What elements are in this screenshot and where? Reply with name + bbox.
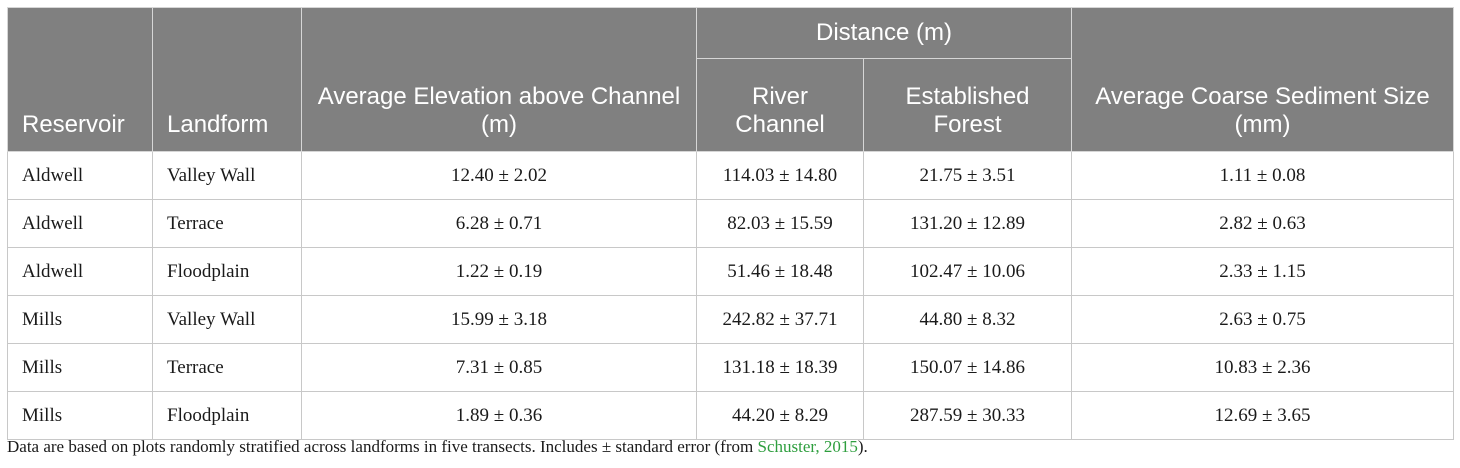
cell-reservoir: Mills [7,391,153,440]
cell-landform: Valley Wall [152,295,302,344]
cell-reservoir: Aldwell [7,151,153,200]
table-row: Aldwell Terrace 6.28 ± 0.71 82.03 ± 15.5… [7,199,1454,248]
cell-landform: Terrace [152,199,302,248]
cell-reservoir: Aldwell [7,199,153,248]
data-table: Reservoir Landform Average Elevation abo… [7,7,1454,440]
cell-elevation: 6.28 ± 0.71 [301,199,697,248]
cell-sediment: 10.83 ± 2.36 [1071,343,1454,392]
cell-landform: Terrace [152,343,302,392]
footnote-text-end: ). [857,437,868,456]
cell-sediment: 1.11 ± 0.08 [1071,151,1454,200]
citation-link[interactable]: Schuster, 2015 [757,437,858,456]
cell-reservoir: Mills [7,295,153,344]
header-landform: Landform [152,7,302,152]
cell-landform: Floodplain [152,391,302,440]
cell-river-channel: 82.03 ± 15.59 [696,199,864,248]
cell-established-forest: 131.20 ± 12.89 [863,199,1072,248]
footnote-text: Data are based on plots randomly stratif… [7,437,758,456]
header-river-channel: River Channel [696,58,864,152]
cell-elevation: 12.40 ± 2.02 [301,151,697,200]
table-row: Mills Floodplain 1.89 ± 0.36 44.20 ± 8.2… [7,391,1454,440]
cell-elevation: 1.22 ± 0.19 [301,247,697,296]
header-distance-group: Distance (m) [696,7,1072,59]
cell-sediment: 2.63 ± 0.75 [1071,295,1454,344]
cell-established-forest: 102.47 ± 10.06 [863,247,1072,296]
data-table-container: Reservoir Landform Average Elevation abo… [7,7,1454,440]
cell-established-forest: 150.07 ± 14.86 [863,343,1072,392]
cell-landform: Floodplain [152,247,302,296]
cell-established-forest: 44.80 ± 8.32 [863,295,1072,344]
cell-sediment: 12.69 ± 3.65 [1071,391,1454,440]
cell-elevation: 1.89 ± 0.36 [301,391,697,440]
cell-river-channel: 114.03 ± 14.80 [696,151,864,200]
table-body: Aldwell Valley Wall 12.40 ± 2.02 114.03 … [7,151,1454,440]
cell-river-channel: 51.46 ± 18.48 [696,247,864,296]
cell-river-channel: 242.82 ± 37.71 [696,295,864,344]
cell-river-channel: 44.20 ± 8.29 [696,391,864,440]
header-established-forest: Established Forest [863,58,1072,152]
table-row: Mills Terrace 7.31 ± 0.85 131.18 ± 18.39… [7,343,1454,392]
cell-reservoir: Mills [7,343,153,392]
table-row: Aldwell Valley Wall 12.40 ± 2.02 114.03 … [7,151,1454,200]
header-sediment: Average Coarse Sediment Size (mm) [1071,7,1454,152]
cell-elevation: 7.31 ± 0.85 [301,343,697,392]
cell-established-forest: 21.75 ± 3.51 [863,151,1072,200]
table-header: Reservoir Landform Average Elevation abo… [7,7,1454,152]
cell-established-forest: 287.59 ± 30.33 [863,391,1072,440]
header-elevation: Average Elevation above Channel (m) [301,7,697,152]
cell-sediment: 2.33 ± 1.15 [1071,247,1454,296]
cell-river-channel: 131.18 ± 18.39 [696,343,864,392]
table-row: Aldwell Floodplain 1.22 ± 0.19 51.46 ± 1… [7,247,1454,296]
table-footnote: Data are based on plots randomly stratif… [7,437,868,457]
cell-reservoir: Aldwell [7,247,153,296]
header-reservoir: Reservoir [7,7,153,152]
table-row: Mills Valley Wall 15.99 ± 3.18 242.82 ± … [7,295,1454,344]
cell-elevation: 15.99 ± 3.18 [301,295,697,344]
cell-sediment: 2.82 ± 0.63 [1071,199,1454,248]
cell-landform: Valley Wall [152,151,302,200]
